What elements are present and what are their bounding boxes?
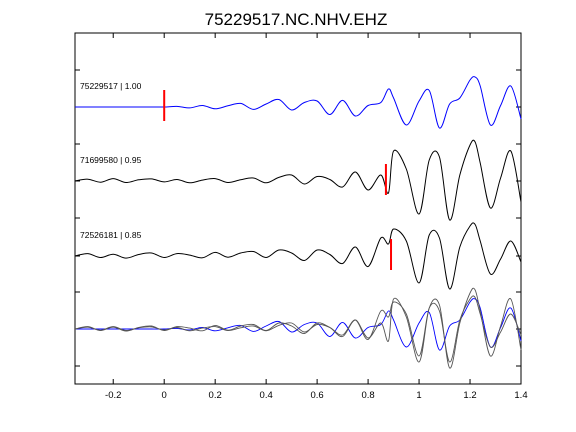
trace-label: 75229517 | 1.00 <box>80 81 142 91</box>
overlay-trace-line <box>74 295 522 363</box>
x-tick-label: 1.2 <box>463 390 476 401</box>
trace-label: 72526181 | 0.85 <box>80 230 142 240</box>
y-ticks <box>75 69 521 367</box>
x-tick-label: 1 <box>416 390 421 401</box>
trace-line <box>74 139 522 221</box>
pick-markers <box>163 90 393 270</box>
overlay-trace-line <box>74 287 522 369</box>
trace-line <box>75 76 522 129</box>
x-tick-label: -0.2 <box>105 390 121 401</box>
plot-frame <box>74 32 522 385</box>
overlay-trace-line <box>75 298 522 351</box>
trace-label: 71699580 | 0.95 <box>80 155 142 165</box>
x-tick-label: 0 <box>162 390 167 401</box>
chart-title: 75229517.NC.NHV.EHZ <box>205 10 388 29</box>
x-tick-label: 0.6 <box>311 390 324 401</box>
x-axis: -0.2 0 0.2 0.4 0.6 0.8 1 1.2 1.4 <box>105 33 528 401</box>
traces <box>74 76 522 369</box>
x-tick-label: 1.4 <box>514 390 527 401</box>
trace-labels: 75229517 | 1.00 71699580 | 0.95 72526181 |… <box>80 81 142 240</box>
x-tick-label: 0.8 <box>361 390 374 401</box>
x-tick-label: 0.2 <box>209 390 222 401</box>
x-tick-label: 0.4 <box>260 390 273 401</box>
trace-line <box>74 222 522 290</box>
